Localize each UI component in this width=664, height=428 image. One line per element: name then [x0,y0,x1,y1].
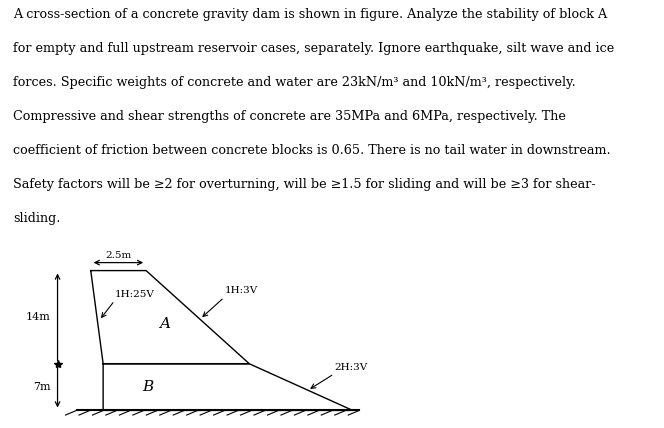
Text: B: B [142,380,153,394]
Text: Compressive and shear strengths of concrete are 35MPa and 6MPa, respectively. Th: Compressive and shear strengths of concr… [13,110,566,123]
Text: 1H:25V: 1H:25V [115,290,155,299]
Text: forces. Specific weights of concrete and water are 23kN/m³ and 10kN/m³, respecti: forces. Specific weights of concrete and… [13,76,576,89]
Text: A: A [159,317,171,331]
Text: A cross-section of a concrete gravity dam is shown in figure. Analyze the stabil: A cross-section of a concrete gravity da… [13,8,608,21]
Text: 2.5m: 2.5m [106,251,131,260]
Text: coefficient of friction between concrete blocks is 0.65. There is no tail water : coefficient of friction between concrete… [13,144,611,157]
Text: 1H:3V: 1H:3V [224,286,258,295]
Text: Safety factors will be ≥2 for overturning, will be ≥1.5 for sliding and will be : Safety factors will be ≥2 for overturnin… [13,178,596,191]
Text: 2H:3V: 2H:3V [334,363,367,372]
Text: sliding.: sliding. [13,212,60,225]
Text: 7m: 7m [33,382,51,392]
Text: for empty and full upstream reservoir cases, separately. Ignore earthquake, silt: for empty and full upstream reservoir ca… [13,42,614,55]
Text: 14m: 14m [26,312,51,322]
